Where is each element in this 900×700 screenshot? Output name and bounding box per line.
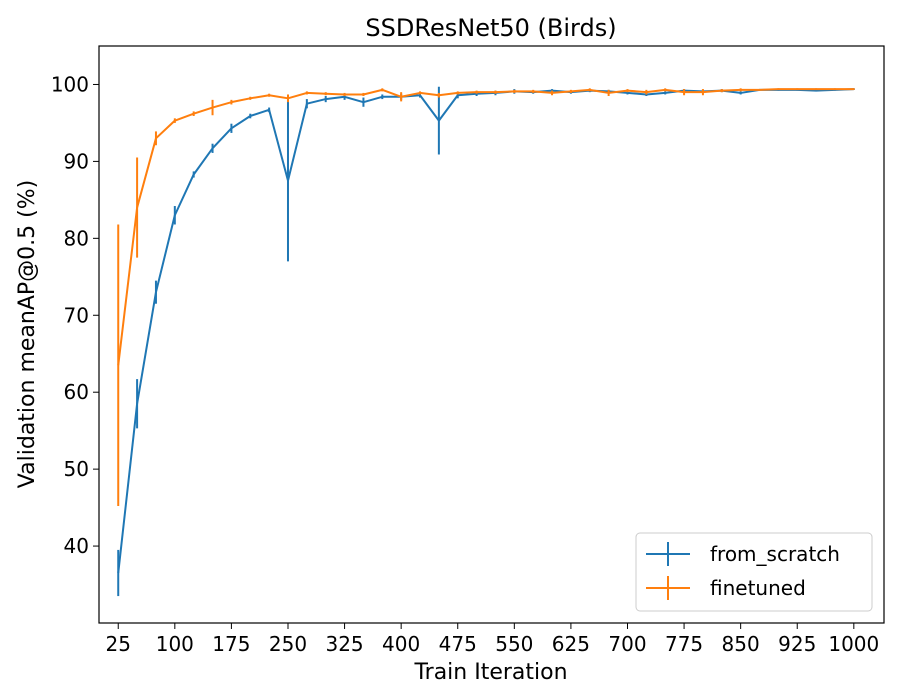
series-finetuned (117, 88, 855, 507)
legend-item: finetuned (646, 576, 806, 600)
x-tick-label: 700 (608, 632, 646, 656)
x-tick-label: 325 (325, 632, 363, 656)
x-tick-label: 400 (382, 632, 420, 656)
y-tick-label: 60 (64, 380, 89, 404)
series-line (117, 88, 854, 574)
legend-item: from_scratch (646, 542, 840, 566)
x-axis: 25 100 175 250 325 400 475 550 625 700 775 850 925 10… (106, 623, 879, 656)
x-tick-label: 175 (212, 632, 250, 656)
legend: from_scratch finetuned (635, 532, 873, 612)
x-tick-label: 475 (439, 632, 477, 656)
axes-frame (98, 45, 885, 624)
y-axis: 40 50 60 70 80 90 100 (51, 72, 99, 558)
x-tick-label: 925 (778, 632, 816, 656)
legend-box (635, 532, 873, 612)
legend-label: finetuned (710, 576, 806, 600)
legend-label: from_scratch (710, 542, 840, 566)
y-tick-label: 100 (51, 72, 89, 96)
series-line (117, 88, 854, 366)
x-tick-label: 1000 (828, 632, 879, 656)
x-tick-label: 550 (495, 632, 533, 656)
chart-title: SSDResNet50 (Birds) (365, 14, 616, 42)
y-tick-label: 90 (64, 149, 89, 173)
y-tick-label: 70 (64, 303, 89, 327)
x-tick-label: 25 (106, 632, 131, 656)
y-tick-label: 50 (64, 457, 89, 481)
y-axis-label: Validation meanAP@0.5 (%) (15, 180, 40, 488)
x-axis-label: Train Iteration (413, 660, 567, 685)
x-tick-label: 100 (156, 632, 194, 656)
x-tick-label: 850 (722, 632, 760, 656)
x-tick-label: 250 (269, 632, 307, 656)
x-tick-label: 775 (665, 632, 703, 656)
y-tick-label: 40 (64, 534, 89, 558)
x-tick-label: 625 (552, 632, 590, 656)
y-tick-label: 80 (64, 226, 89, 250)
plot-area (117, 86, 855, 597)
